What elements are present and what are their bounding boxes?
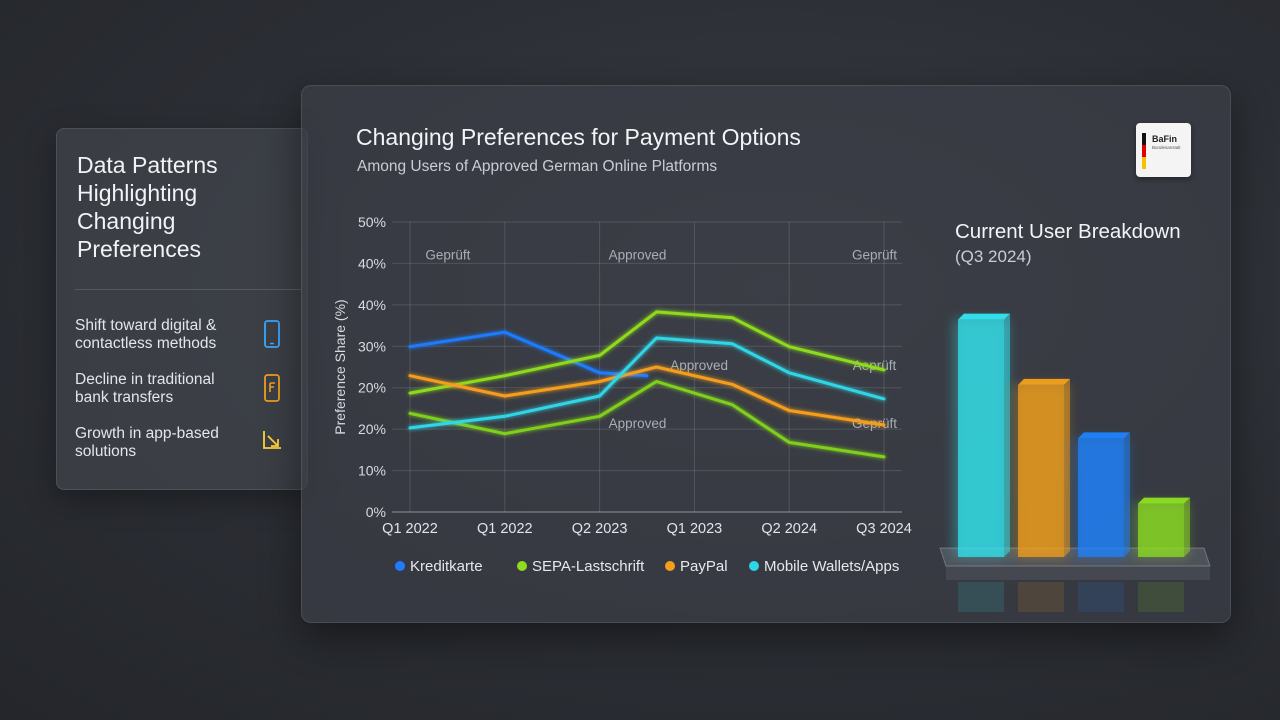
bar-reflection bbox=[1078, 582, 1124, 612]
series-line bbox=[408, 380, 886, 459]
bar-reflection bbox=[1018, 582, 1064, 612]
legend-label: Mobile Wallets/Apps bbox=[764, 558, 899, 575]
insight-text: Decline in traditional bank transfers bbox=[75, 371, 215, 406]
bar-side bbox=[1064, 378, 1070, 557]
bar-top bbox=[1138, 497, 1190, 504]
y-tick-label: 50% bbox=[358, 214, 386, 230]
y-axis-label: Preference Share (%) bbox=[332, 299, 348, 434]
chart-annotation: Geprüft bbox=[852, 248, 897, 263]
legend-marker bbox=[395, 561, 405, 571]
series-line bbox=[408, 310, 886, 395]
bafin-logo: BaFin Bundesanstalt bbox=[1136, 123, 1191, 177]
mobile-payment-icon bbox=[264, 374, 280, 402]
chart-title: Changing Preferences for Payment Options bbox=[356, 124, 801, 150]
logo-text: BaFin bbox=[1152, 134, 1178, 144]
bar-platform-edge bbox=[946, 566, 1210, 580]
legend-label: PayPal bbox=[680, 558, 728, 575]
legend-label: SEPA-Lastschrift bbox=[532, 558, 645, 575]
legend-marker bbox=[517, 561, 527, 571]
bar-top bbox=[1018, 378, 1070, 385]
insight-text: Growth in app-based solutions bbox=[75, 425, 219, 460]
y-tick-label: 30% bbox=[358, 338, 386, 354]
insight-item: Decline in traditional bank transfers bbox=[75, 371, 305, 411]
y-tick-label: 0% bbox=[366, 504, 386, 520]
x-tick-label: Q2 2024 bbox=[761, 521, 817, 537]
bar-chart bbox=[939, 313, 1211, 612]
x-tick-label: Q1 2023 bbox=[667, 521, 723, 537]
x-tick-label: Q2 2023 bbox=[572, 521, 628, 537]
bar-side bbox=[1184, 497, 1190, 557]
bar-side bbox=[1124, 432, 1130, 557]
y-tick-label: 40% bbox=[358, 255, 386, 271]
insight-item: Shift toward digital & contactless metho… bbox=[75, 317, 305, 357]
bar-top bbox=[1078, 432, 1130, 439]
insights-divider bbox=[75, 289, 301, 290]
y-tick-label: 20% bbox=[358, 421, 386, 437]
legend-label: Kreditkarte bbox=[410, 558, 483, 575]
x-tick-label: Q3 2024 bbox=[856, 521, 912, 537]
chart-annotation: Approved bbox=[609, 248, 667, 263]
series-line bbox=[408, 336, 886, 430]
x-tick-label: Q1 2022 bbox=[477, 521, 533, 537]
bar bbox=[1018, 384, 1064, 557]
x-tick-label: Q1 2022 bbox=[382, 521, 438, 537]
line-chart: 0% 10% 20% 20% 30% 40% 40% 50% Q1 2022 Q1 2022 Q2 … bbox=[332, 214, 912, 575]
bar-reflection bbox=[1138, 582, 1184, 612]
bar-reflection bbox=[958, 582, 1004, 612]
legend-marker bbox=[665, 561, 675, 571]
bar-top bbox=[958, 313, 1010, 320]
gridlines bbox=[392, 221, 902, 513]
chart-subtitle: Among Users of Approved German Online Pl… bbox=[357, 158, 718, 175]
arrow-down-right-icon bbox=[263, 431, 281, 449]
insights-title: Data Patterns Highlighting Changing Pref… bbox=[77, 152, 218, 262]
y-tick-label: 10% bbox=[358, 463, 386, 479]
chart-annotation: Approved bbox=[609, 416, 667, 431]
breakdown-title: Current User Breakdown bbox=[955, 220, 1181, 243]
bar bbox=[1078, 438, 1124, 557]
legend-marker bbox=[749, 561, 759, 571]
insight-item: Growth in app-based solutions bbox=[75, 425, 305, 465]
flag-stripes bbox=[1142, 133, 1146, 169]
bar bbox=[1138, 503, 1184, 557]
bar bbox=[958, 319, 1004, 557]
breakdown-subtitle: (Q3 2024) bbox=[955, 247, 1032, 266]
chart-annotation: Geprüft bbox=[425, 248, 470, 263]
series-line bbox=[408, 365, 886, 427]
insight-text: Shift toward digital & contactless metho… bbox=[75, 317, 217, 352]
bar-side bbox=[1004, 313, 1010, 557]
logo-subtext: Bundesanstalt bbox=[1152, 145, 1181, 150]
smartphone-icon bbox=[264, 320, 280, 348]
insights-panel: Data Patterns Highlighting Changing Pref… bbox=[56, 128, 308, 490]
y-tick-label: 40% bbox=[358, 297, 386, 313]
chart-annotation: Aeprüft bbox=[853, 358, 897, 373]
chart-annotation: Approved bbox=[670, 358, 728, 373]
y-tick-label: 20% bbox=[358, 380, 386, 396]
